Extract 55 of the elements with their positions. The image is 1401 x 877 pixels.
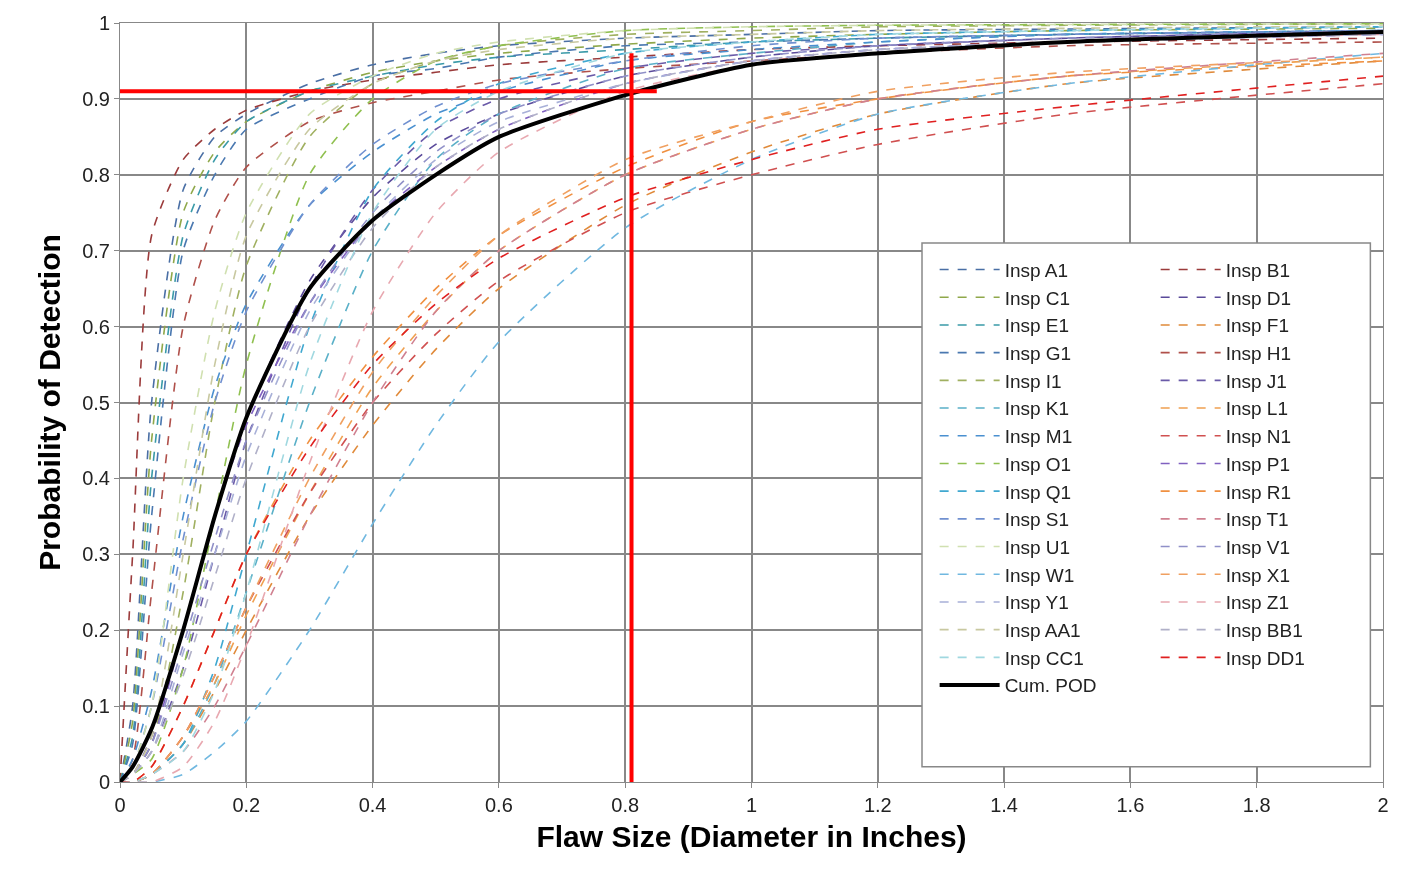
legend-label: Insp K1 (1004, 398, 1070, 420)
x-tick-label: 1.8 (1242, 794, 1271, 816)
legend-label: Insp N1 (1225, 426, 1292, 448)
y-tick-label: 0 (98, 771, 110, 793)
legend-label: Insp M1 (1004, 426, 1073, 448)
legend-label: Insp I1 (1004, 370, 1062, 392)
legend-label: Insp DD1 (1225, 647, 1305, 669)
x-axis-title: Flaw Size (Diameter in Inches) (536, 819, 967, 853)
y-tick-label: 0.9 (82, 87, 110, 110)
y-axis-title: Probability of Detection (33, 234, 67, 571)
y-tick-label: 1 (98, 12, 110, 34)
legend-label: Insp T1 (1225, 509, 1289, 531)
x-tick-label: 1 (745, 794, 758, 816)
y-tick-label: 0.7 (82, 239, 110, 262)
legend-label: Insp J1 (1225, 370, 1287, 392)
y-tick-label: 0.3 (82, 543, 110, 566)
y-tick-label: 0.8 (82, 163, 110, 186)
legend-label: Insp L1 (1225, 398, 1288, 420)
x-tick-label: 2 (1377, 794, 1389, 816)
x-tick-label: 0.8 (611, 794, 640, 816)
x-tick-label: 1.6 (1116, 794, 1145, 816)
legend-label: Insp CC1 (1004, 647, 1084, 669)
y-tick-label: 0.1 (82, 695, 110, 718)
legend-label: Insp Y1 (1004, 592, 1069, 614)
y-tick-label: 0.2 (82, 619, 110, 642)
legend-label: Insp Q1 (1004, 481, 1072, 503)
x-tick-label: 0 (114, 794, 126, 816)
legend-label: Insp A1 (1004, 259, 1069, 281)
y-tick-label: 0.6 (82, 315, 110, 338)
legend-label: Insp V1 (1225, 536, 1291, 558)
x-tick-label: 1.4 (990, 794, 1019, 816)
legend-label: Insp D1 (1225, 287, 1292, 309)
legend-label: Cum. POD (1004, 675, 1097, 697)
legend-label: Insp X1 (1225, 564, 1291, 586)
x-tick-label: 0.4 (358, 794, 387, 816)
legend-label: Insp U1 (1004, 536, 1071, 558)
legend-label: Insp O1 (1004, 453, 1072, 475)
x-tick-label: 0.6 (484, 794, 513, 816)
y-tick-label: 0.4 (82, 467, 110, 490)
legend-label: Insp P1 (1225, 453, 1291, 475)
legend-label: Insp S1 (1004, 509, 1070, 531)
legend-label: Insp W1 (1004, 564, 1075, 586)
legend-label: Insp F1 (1225, 315, 1290, 337)
legend-label: Insp BB1 (1225, 620, 1303, 642)
y-tick-label: 0.5 (82, 391, 110, 414)
x-tick-label: 0.2 (232, 794, 261, 816)
legend-label: Insp G1 (1004, 343, 1072, 365)
legend-label: Insp Z1 (1225, 592, 1290, 614)
legend-label: Insp B1 (1225, 259, 1291, 281)
legend-label: Insp C1 (1004, 287, 1071, 309)
legend-label: Insp R1 (1225, 481, 1292, 503)
x-tick-label: 1.2 (863, 794, 892, 816)
legend-label: Insp E1 (1004, 315, 1070, 337)
legend-label: Insp AA1 (1004, 620, 1081, 642)
legend-label: Insp H1 (1225, 343, 1292, 365)
